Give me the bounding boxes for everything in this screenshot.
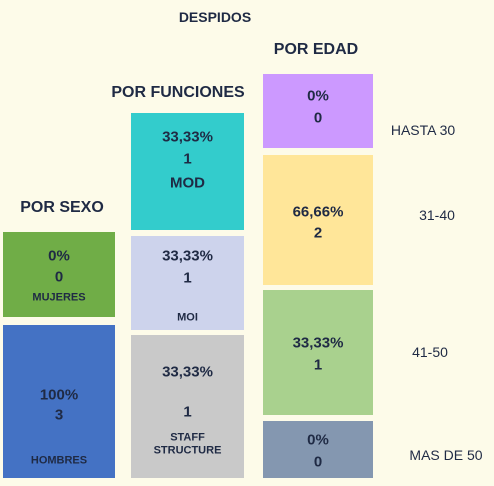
group-title: POR EDAD [273,40,359,58]
label-text: HOMBRES [30,454,88,467]
count-text: 1 [183,403,192,421]
category-box [263,74,373,148]
main-title: DESPIDOS [178,8,252,25]
count-text: 3 [54,406,64,424]
category-box [3,232,115,317]
count-text: 0 [54,268,64,286]
category-box [263,155,373,285]
label-text: STAFF STRUCTURE [153,431,222,456]
percent-text: 0% [48,247,70,265]
percent-text: 0% [307,431,329,449]
percent-text: 33,33% [162,363,213,381]
category-box [263,290,373,415]
count-text: 1 [183,150,192,168]
category-box [131,335,244,478]
percent-text: 100% [39,386,79,404]
category-box [131,113,244,230]
count-text: 0 [313,453,323,471]
percent-text: 66,66% [292,203,344,221]
label-text: MOI [177,311,198,324]
range-label: MAS DE 50 [409,447,483,463]
range-label: 31-40 [419,207,455,223]
category-box [263,421,373,478]
label-text: MOD [170,174,205,192]
percent-text: 33,33% [162,247,213,265]
count-text: 0 [313,109,323,127]
percent-text: 33,33% [162,128,213,146]
count-text: 2 [313,224,323,242]
count-text: 1 [313,356,323,374]
category-box [3,325,115,478]
range-label: 41-50 [412,344,448,360]
group-title: POR FUNCIONES [111,83,245,101]
category-box [131,236,244,330]
count-text: 1 [183,269,192,287]
range-label: HASTA 30 [390,122,456,138]
percent-text: 33,33% [292,334,344,352]
group-title: POR SEXO [20,198,104,216]
percent-text: 0% [307,87,329,105]
label-text: MUJERES [32,291,86,304]
